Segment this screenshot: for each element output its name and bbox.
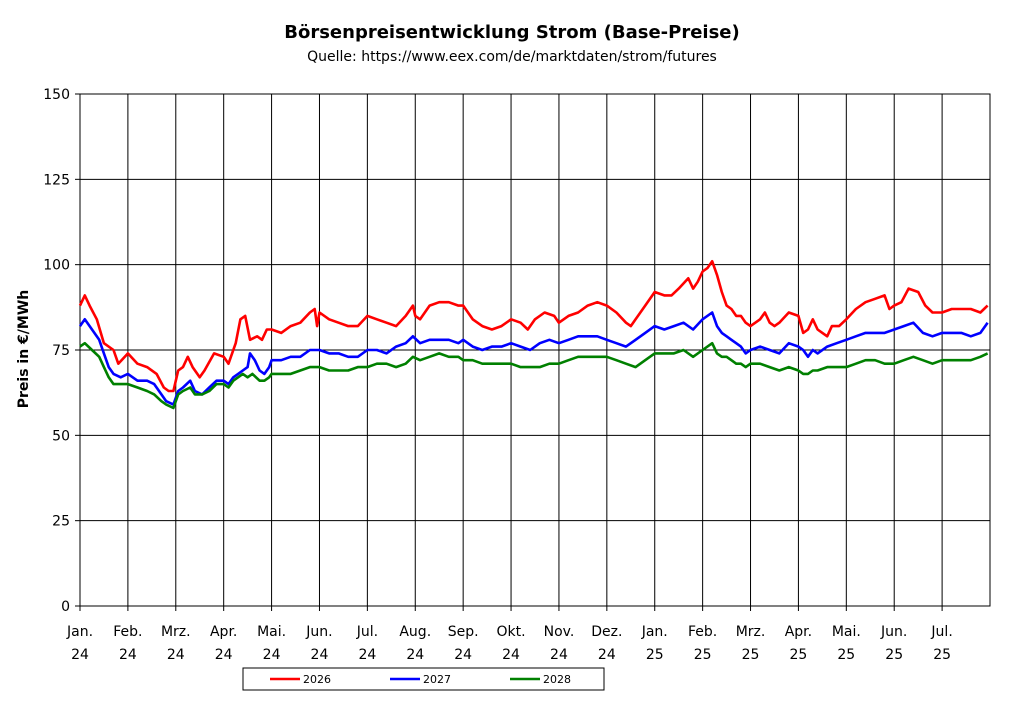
y-tick-label: 50	[52, 428, 70, 444]
x-tick-label-month: Mrz.	[736, 624, 766, 640]
x-tick-label-month: Jul.	[930, 624, 952, 640]
x-tick-label-month: Jun.	[305, 624, 332, 640]
x-tick-label-year: 24	[358, 647, 376, 663]
x-tick-label-year: 25	[694, 647, 712, 663]
y-tick-label: 25	[52, 514, 70, 530]
x-tick-label-month: Nov.	[544, 624, 575, 640]
x-tick-label-month: Aug.	[399, 624, 431, 640]
x-tick-label-month: Jan.	[66, 624, 93, 640]
x-tick-label-month: Feb.	[113, 624, 142, 640]
x-tick-labels: Jan. 24 Feb. 24 Mrz. 24 Apr. 24 Mai. 24 Jun. 24 Jul.…	[66, 624, 953, 663]
x-tick-label-year: 24	[167, 647, 185, 663]
x-tick-label-year: 25	[933, 647, 951, 663]
y-axis-label: Preis in €/MWh	[16, 290, 32, 409]
chart-title: Börsenpreisentwicklung Strom (Base-Preis…	[284, 22, 739, 43]
x-tick-label-year: 24	[263, 647, 281, 663]
x-tick-label-year: 25	[790, 647, 808, 663]
series-lines	[78, 260, 989, 410]
x-tick-label-year: 25	[885, 647, 903, 663]
x-tick-label-year: 25	[742, 647, 760, 663]
legend-label-2026: 2026	[303, 673, 331, 686]
y-tick-label: 75	[52, 343, 70, 359]
legend-label-2028: 2028	[543, 673, 571, 686]
x-tick-label-month: Okt.	[497, 624, 526, 640]
x-tick-label-month: Apr.	[785, 624, 812, 640]
x-tick-label-year: 25	[646, 647, 664, 663]
x-tick-label-month: Dez.	[591, 624, 622, 640]
y-tick-label: 0	[61, 599, 70, 615]
x-tick-label-year: 25	[837, 647, 855, 663]
series-line-2028	[79, 341, 989, 410]
y-tick-label: 150	[43, 87, 70, 103]
x-tick-label-month: Mai.	[257, 624, 286, 640]
y-tick-labels: 0 25 50 75 100 125 150	[43, 87, 70, 615]
x-tick-label-month: Mai.	[832, 624, 861, 640]
legend: 2026 2027 2028	[242, 667, 605, 691]
y-tick-label: 100	[43, 258, 70, 274]
grid-lines	[75, 93, 990, 611]
x-tick-label-month: Jun.	[880, 624, 907, 640]
x-tick-label-month: Feb.	[688, 624, 717, 640]
x-tick-label-year: 24	[215, 647, 233, 663]
legend-box	[242, 667, 605, 691]
series-line-2026	[78, 260, 989, 393]
x-tick-label-year: 24	[406, 647, 424, 663]
y-tick-label: 125	[43, 172, 70, 188]
x-tick-label-year: 24	[598, 647, 616, 663]
x-tick-label-month: Jan.	[641, 624, 668, 640]
x-tick-label-year: 24	[454, 647, 472, 663]
x-tick-label-month: Jul.	[356, 624, 378, 640]
x-tick-label-month: Sep.	[448, 624, 479, 640]
x-tick-label-year: 24	[311, 647, 329, 663]
x-tick-label-year: 24	[71, 647, 89, 663]
legend-label-2027: 2027	[423, 673, 451, 686]
chart-subtitle: Quelle: https://www.eex.com/de/marktdate…	[307, 49, 717, 65]
x-tick-label-month: Apr.	[210, 624, 237, 640]
x-tick-label-year: 24	[550, 647, 568, 663]
x-tick-label-month: Mrz.	[161, 624, 191, 640]
x-tick-label-year: 24	[502, 647, 520, 663]
x-tick-label-year: 24	[119, 647, 137, 663]
